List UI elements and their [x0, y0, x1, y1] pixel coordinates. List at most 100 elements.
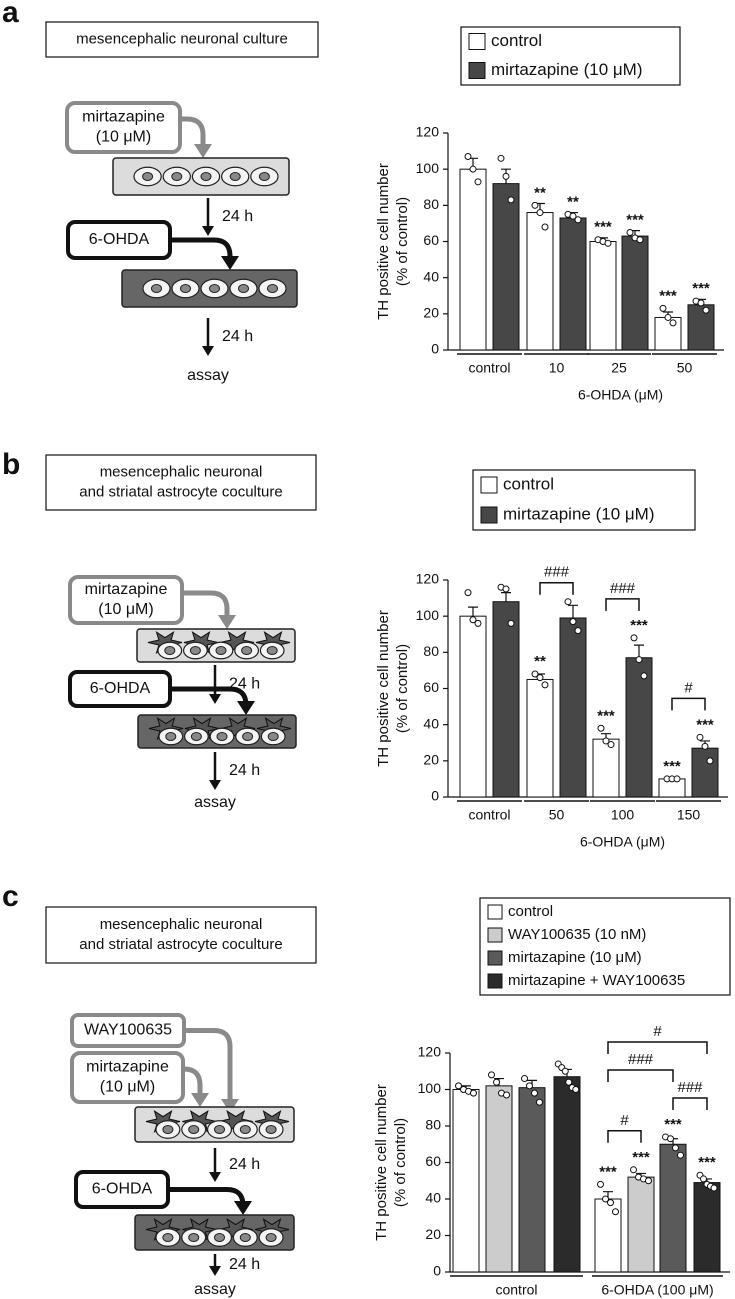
legend-swatch [468, 33, 486, 50]
data-point [531, 1089, 538, 1097]
nucleus [142, 172, 154, 181]
culture-label: mesencephalic neuronal [100, 916, 263, 933]
data-point [488, 1071, 495, 1079]
bar [485, 1085, 513, 1273]
bar [526, 678, 554, 798]
legend-swatch [487, 950, 503, 966]
nucleus [241, 646, 253, 655]
y-tick-label: 80 [423, 196, 439, 212]
nucleus [239, 1125, 251, 1134]
bracket-label: ### [677, 1079, 703, 1096]
nucleus [242, 732, 254, 741]
data-point [604, 239, 612, 247]
data-point [536, 209, 544, 217]
culture-label: mesencephalic neuronal [100, 463, 263, 480]
y-tick-label: 80 [425, 1117, 441, 1133]
bar [693, 1182, 721, 1273]
data-point [470, 1089, 477, 1097]
x-tick-label: 6-OHDA (100 μM) [601, 1282, 713, 1298]
time-label: 24 h [229, 1156, 260, 1173]
arrow [168, 1187, 246, 1206]
data-point [507, 619, 515, 627]
y-tick-label: 100 [416, 607, 440, 623]
y-axis-title: TH positive cell number [375, 163, 392, 320]
bar [589, 241, 617, 351]
legend-swatch [480, 506, 498, 524]
readout-label: assay [187, 367, 229, 384]
significance: *** [630, 617, 648, 634]
bar [459, 615, 487, 798]
significance: *** [626, 211, 644, 228]
bar [659, 1143, 687, 1273]
legend-swatch [487, 904, 503, 920]
bar [518, 1087, 546, 1273]
bracket [672, 1097, 708, 1110]
arrow [180, 116, 206, 146]
bracket [605, 598, 640, 611]
nucleus [165, 732, 177, 741]
data-point [664, 313, 672, 321]
nucleus [188, 1125, 200, 1134]
error-bar [634, 644, 644, 658]
arrow-head [191, 1093, 209, 1107]
bar [625, 657, 653, 798]
drug-box [68, 575, 184, 625]
data-point [702, 306, 710, 314]
significance: *** [698, 1154, 716, 1171]
bar [553, 1076, 581, 1273]
data-point [564, 598, 572, 606]
nucleus [265, 1233, 277, 1242]
arrow-head [209, 1172, 221, 1182]
toxin-label: 6-OHDA [89, 231, 150, 248]
bar [691, 747, 719, 798]
legend-label: mirtazapine (10 μM) [503, 504, 655, 523]
bracket [671, 697, 706, 711]
y-tick-label: 60 [423, 679, 439, 695]
bracket-label: # [620, 1112, 629, 1129]
nucleus [214, 1233, 225, 1242]
bar [627, 1176, 655, 1273]
nucleus [200, 172, 212, 181]
nucleus [171, 172, 183, 181]
data-point [464, 589, 472, 597]
data-point [541, 223, 549, 231]
significance: *** [664, 1116, 682, 1133]
arrow-head [209, 780, 221, 790]
data-point [526, 1082, 533, 1090]
bar [459, 168, 487, 351]
nucleus [188, 1233, 200, 1242]
data-point [497, 154, 505, 162]
bracket [607, 1069, 674, 1082]
y-tick-label: 0 [431, 788, 439, 804]
data-point [630, 634, 638, 642]
nucleus [266, 646, 278, 655]
arrow [170, 686, 249, 706]
legend-box [472, 469, 696, 531]
legend-swatch [480, 476, 498, 494]
data-point [507, 196, 515, 204]
data-point [474, 619, 482, 627]
time-label: 24 h [229, 762, 260, 779]
bar [452, 1089, 480, 1273]
nucleus [238, 284, 249, 293]
legend-label: WAY100635 (10 nM) [508, 926, 646, 943]
nucleus [258, 172, 270, 181]
legend-label: mirtazapine + WAY100635 [508, 972, 685, 989]
readout-label: assay [194, 1281, 236, 1298]
data-point [464, 153, 472, 161]
data-point [701, 742, 709, 750]
data-point [561, 1067, 569, 1075]
arrow-head [221, 256, 239, 270]
data-point [536, 1098, 543, 1106]
significance: ** [534, 184, 546, 201]
data-point [493, 1078, 500, 1086]
arrow [182, 590, 230, 617]
x-axis-title: 6-OHDA (μM) [578, 387, 663, 403]
y-tick-label: 120 [418, 1044, 442, 1060]
drug-label: (10 μM) [96, 129, 151, 146]
nucleus [209, 284, 220, 293]
antagonist-box [70, 1013, 186, 1048]
data-point [626, 228, 634, 236]
y-tick-label: 0 [431, 341, 439, 357]
